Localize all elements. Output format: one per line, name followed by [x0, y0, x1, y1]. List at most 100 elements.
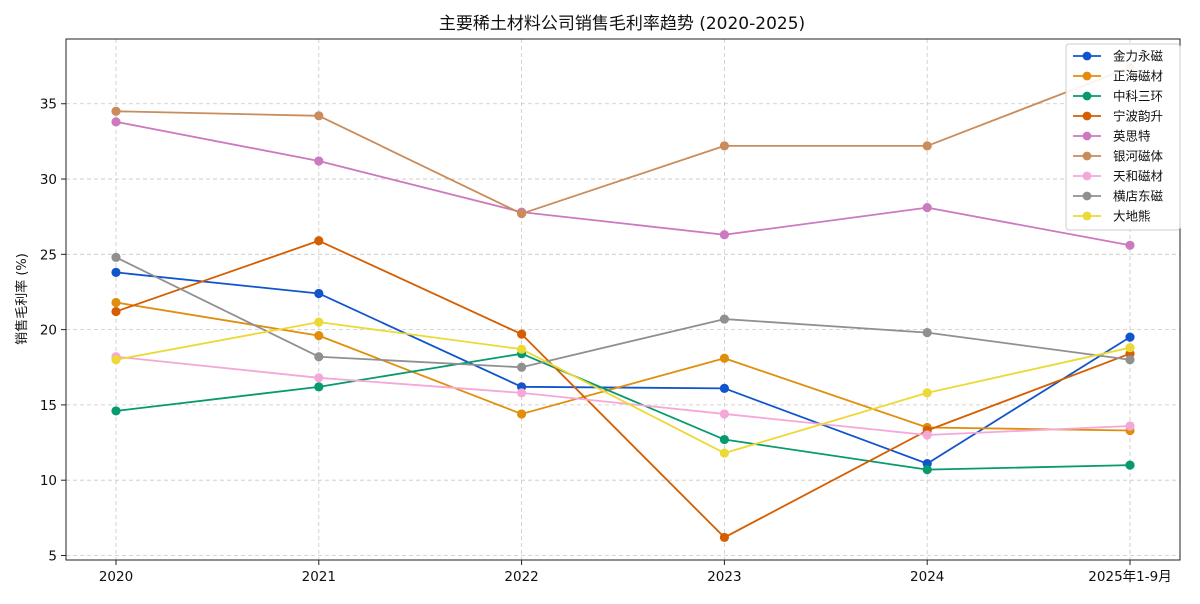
x-tick-label: 2025年1-9月 [1088, 569, 1171, 585]
y-tick-label: 35 [40, 97, 57, 113]
series-6 [111, 63, 1135, 219]
data-point [719, 383, 730, 393]
data-point [111, 117, 121, 127]
y-tick-label: 5 [48, 548, 57, 564]
data-point [314, 331, 324, 341]
legend-item: 横店东磁 [1073, 189, 1164, 204]
legend-item: 银河磁体 [1073, 149, 1164, 164]
legend-item: 宁波韵升 [1073, 109, 1163, 124]
legend-label: 英思特 [1113, 129, 1151, 144]
legend-label: 中科三环 [1113, 89, 1163, 104]
series-lines [111, 63, 1135, 543]
data-point [719, 409, 730, 419]
series-line [115, 352, 1131, 471]
legend-item: 天和磁材 [1073, 169, 1163, 184]
legend-item: 中科三环 [1073, 89, 1163, 104]
data-point [111, 106, 121, 116]
data-point [111, 306, 121, 317]
series-line [115, 256, 1131, 369]
legend-marker [1082, 211, 1092, 221]
data-point [1125, 332, 1135, 342]
legend-item: 正海磁材 [1073, 69, 1163, 84]
series-line [115, 271, 1131, 465]
data-point [517, 388, 527, 398]
legend-label: 银河磁体 [1113, 149, 1164, 164]
series-line [115, 120, 1131, 247]
series-9 [111, 317, 1135, 458]
legend-marker [1082, 91, 1092, 101]
data-point [314, 373, 324, 383]
data-point [719, 141, 730, 151]
legend-marker [1082, 111, 1092, 121]
data-point [719, 314, 730, 324]
legend-item: 大地熊 [1073, 209, 1151, 224]
series-line [115, 321, 1131, 454]
data-point [1125, 460, 1135, 470]
data-point [517, 344, 527, 354]
data-point [517, 209, 527, 219]
legend-label: 天和磁材 [1113, 169, 1163, 184]
data-point [922, 388, 932, 398]
data-point [922, 430, 932, 440]
chart-title: 主要稀土材料公司销售毛利率趋势 (2020-2025) [439, 14, 805, 34]
legend-marker [1082, 171, 1092, 181]
y-tick-label: 20 [40, 323, 57, 339]
x-tick-label: 2021 [302, 569, 336, 585]
legend-label: 正海磁材 [1113, 69, 1163, 84]
series-8 [111, 252, 1135, 372]
y-tick-label: 15 [40, 398, 57, 414]
series-line [115, 66, 1131, 215]
data-point [111, 297, 121, 308]
legend-marker [1082, 71, 1092, 81]
legend-label: 大地熊 [1113, 209, 1151, 224]
series-line [115, 301, 1131, 432]
axis-ticks: 2020 2021 2022 2023 2024 2025年1-9月 5 10 15 20 25 30… [40, 97, 1172, 585]
series-line [115, 355, 1131, 436]
data-point [314, 111, 324, 121]
data-point [719, 353, 730, 363]
series-4 [111, 236, 1135, 543]
legend-marker [1082, 191, 1092, 201]
data-point [922, 465, 932, 475]
data-point [314, 352, 324, 362]
y-tick-label: 10 [40, 473, 57, 489]
plot-frame [65, 38, 1181, 561]
legend-marker [1082, 151, 1092, 161]
data-point [719, 230, 730, 240]
x-tick-label: 2023 [707, 569, 741, 585]
data-point [922, 141, 932, 151]
data-point [1125, 421, 1135, 431]
data-point [314, 288, 324, 299]
data-point [719, 532, 730, 543]
y-tick-label: 30 [40, 172, 57, 188]
y-axis-label: 销售毛利率 (%) [14, 253, 30, 345]
data-point [517, 329, 527, 339]
x-tick-label: 2022 [504, 569, 538, 585]
data-point [1125, 355, 1135, 365]
legend-label: 宁波韵升 [1113, 109, 1163, 124]
legend-label: 金力永磁 [1113, 49, 1164, 64]
data-point [1125, 343, 1135, 353]
data-point [314, 236, 324, 246]
data-point [111, 252, 121, 262]
legend-item: 英思特 [1073, 129, 1151, 144]
series-line [115, 239, 1131, 539]
legend-item: 金力永磁 [1073, 49, 1164, 64]
data-point [517, 362, 527, 372]
data-point [111, 267, 121, 277]
data-point [719, 448, 730, 458]
legend-box [1065, 43, 1181, 231]
y-tick-label: 25 [40, 247, 57, 263]
data-point [111, 406, 121, 416]
data-point [922, 203, 932, 213]
data-point [517, 409, 527, 419]
data-point [314, 156, 324, 166]
data-point [1125, 240, 1135, 250]
x-tick-label: 2020 [99, 569, 133, 585]
data-point [111, 355, 121, 365]
legend-marker [1082, 131, 1092, 141]
